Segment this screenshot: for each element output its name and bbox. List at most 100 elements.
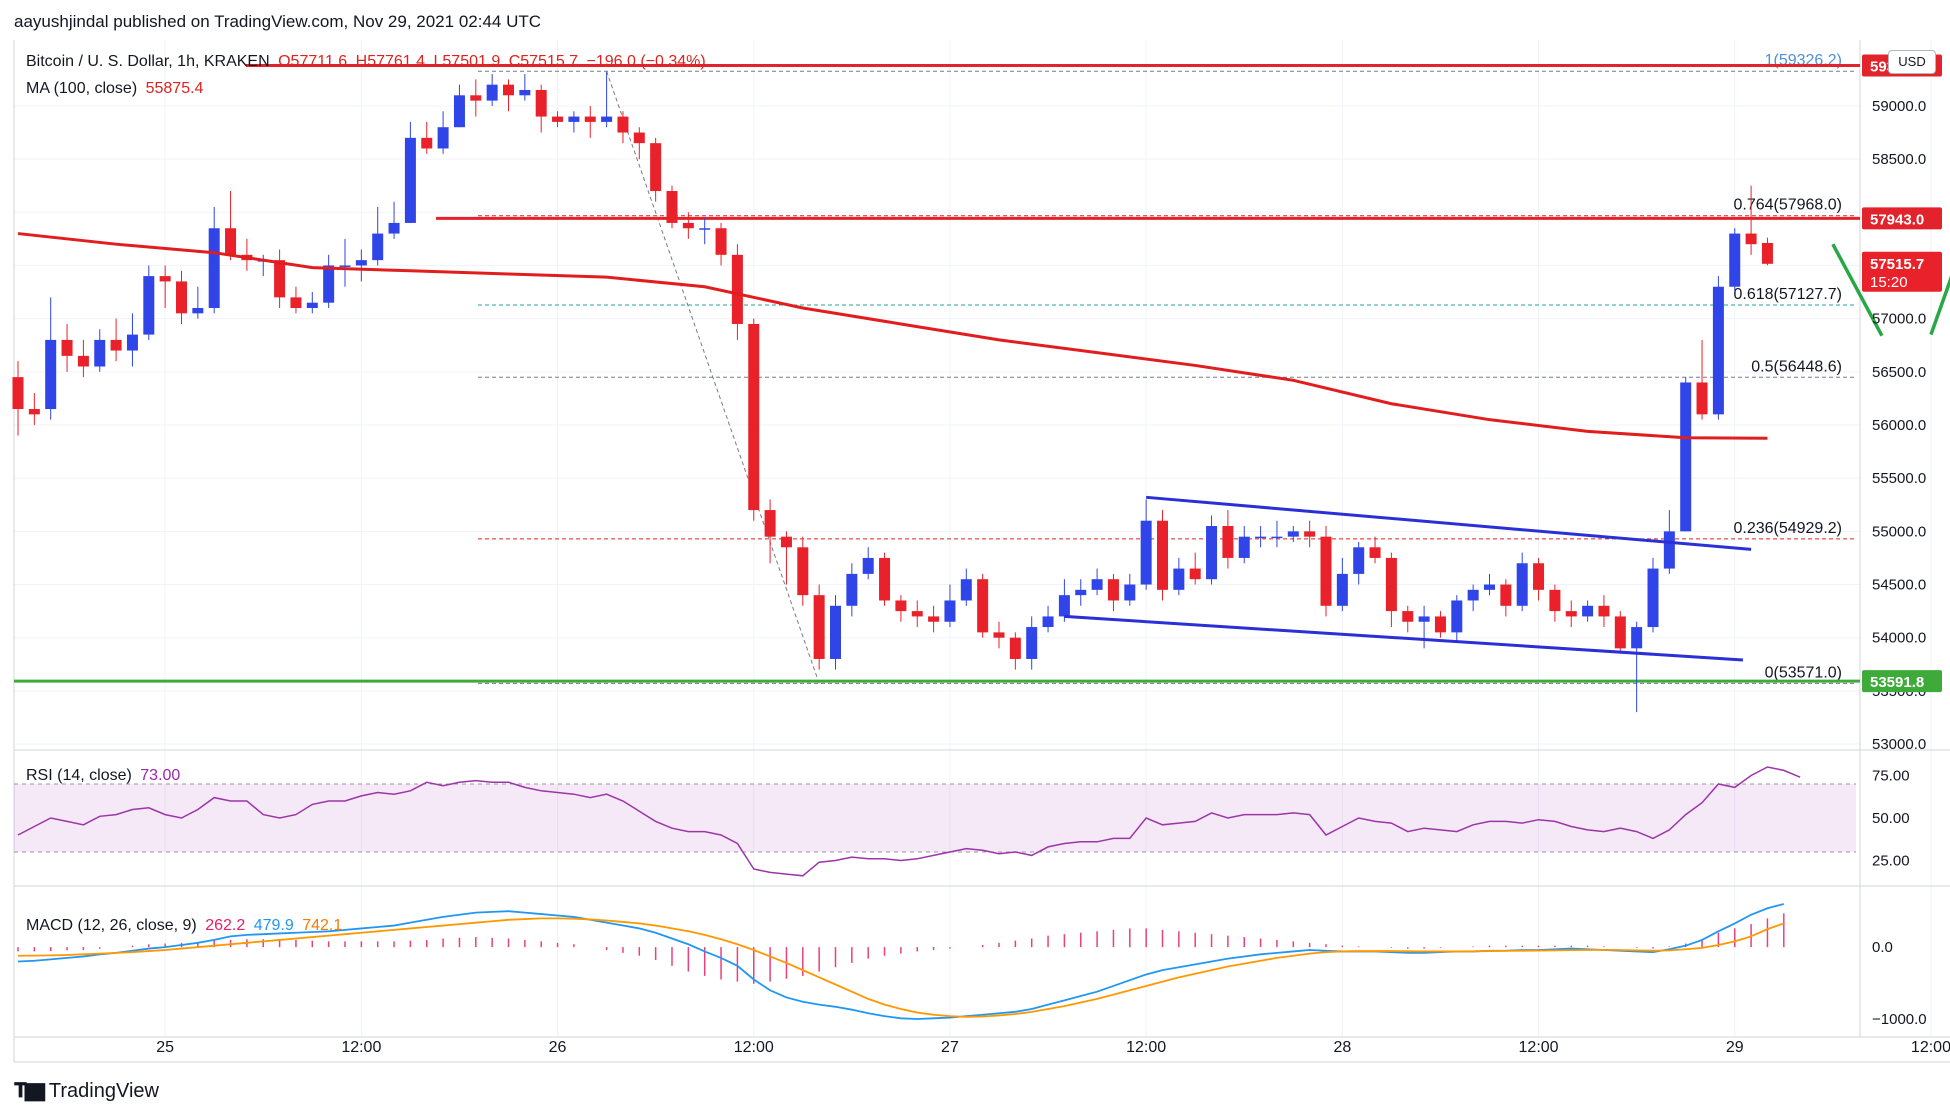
price-tick-label: 56000.0 bbox=[1872, 417, 1926, 434]
candle-body bbox=[519, 89, 531, 96]
candle-body bbox=[159, 276, 171, 282]
candle-body bbox=[1107, 579, 1119, 601]
candle-body bbox=[1680, 382, 1692, 532]
price-tag-box bbox=[1862, 251, 1942, 292]
low-value: L57501.9 bbox=[433, 53, 501, 70]
candle-body bbox=[633, 132, 645, 144]
candle-body bbox=[1402, 611, 1414, 622]
candle-body bbox=[1484, 584, 1495, 590]
currency-button[interactable]: USD bbox=[1888, 50, 1936, 74]
candle-body bbox=[1418, 616, 1430, 622]
candle-body bbox=[650, 143, 662, 192]
candle-body bbox=[797, 547, 809, 596]
candle-body bbox=[421, 137, 433, 149]
candle-body bbox=[1598, 605, 1610, 617]
brand-text: TradingView bbox=[48, 1080, 159, 1102]
channel-upper-line bbox=[1146, 495, 1752, 551]
candle-body bbox=[486, 84, 498, 101]
channel-lower-line bbox=[1064, 614, 1744, 662]
candle-body bbox=[748, 323, 760, 511]
candle-body bbox=[1516, 563, 1528, 606]
rsi-band bbox=[14, 784, 1856, 852]
candle-body bbox=[666, 191, 678, 223]
candle-body bbox=[1533, 563, 1545, 590]
candle-body bbox=[1614, 616, 1626, 649]
rsi-tick-label: 50.00 bbox=[1872, 810, 1910, 827]
rsi-value: 73.00 bbox=[140, 767, 181, 784]
candle-body bbox=[1009, 637, 1021, 659]
candle-body bbox=[208, 228, 220, 309]
trend-drawings[interactable] bbox=[1064, 151, 1950, 662]
candle-body bbox=[339, 265, 351, 267]
signal-value: 742.1 bbox=[302, 917, 343, 934]
price-tag-box bbox=[1862, 207, 1942, 230]
price-tag-countdown: 15:20 bbox=[1870, 274, 1908, 291]
candle-body bbox=[846, 573, 858, 606]
candle-body bbox=[780, 536, 792, 548]
attribution-text: aayushjindal published on TradingView.co… bbox=[14, 12, 542, 31]
time-tick-label: 27 bbox=[941, 1039, 959, 1056]
candle-body bbox=[535, 89, 547, 117]
ohlc-legend: Bitcoin / U. S. Dollar, 1h, KRAKEN O5771… bbox=[26, 53, 706, 71]
candle-body bbox=[715, 228, 727, 255]
time-tick-label: 28 bbox=[1333, 1039, 1351, 1056]
macd-hist-value: 262.2 bbox=[205, 917, 246, 934]
candle-body bbox=[813, 595, 825, 659]
candle-body bbox=[1500, 584, 1512, 606]
time-tick-label: 12:00 bbox=[1519, 1039, 1559, 1056]
macd-pane: 0.0 −1000.0 bbox=[17, 903, 1927, 1028]
candle-body bbox=[879, 557, 891, 601]
moving-average-series bbox=[17, 232, 1768, 440]
price-tag-box bbox=[1862, 670, 1942, 693]
candle-body bbox=[699, 228, 711, 230]
price-tick-label: 56500.0 bbox=[1872, 364, 1926, 381]
candle-body bbox=[1189, 568, 1201, 580]
tradingview-logo[interactable]: 𝐓▇ TradingView bbox=[14, 1080, 159, 1103]
candle-body bbox=[404, 137, 416, 223]
candle-body bbox=[453, 95, 465, 128]
candle-body bbox=[306, 302, 318, 309]
candle-body bbox=[323, 265, 335, 303]
candle-body bbox=[1631, 627, 1643, 649]
price-axis[interactable]: 53000.053500.054000.054500.055000.055500… bbox=[1872, 98, 1926, 753]
projection-down-line bbox=[1831, 243, 1884, 337]
rsi-label: RSI (14, close) bbox=[26, 767, 132, 784]
candle-body bbox=[1075, 589, 1087, 596]
rsi-tick-label: 75.00 bbox=[1872, 768, 1910, 785]
candle-body bbox=[1434, 616, 1446, 633]
price-tick-label: 59000.0 bbox=[1872, 98, 1926, 115]
ma-legend: MA (100, close) 55875.4 bbox=[26, 80, 203, 98]
rsi-line bbox=[17, 766, 1801, 877]
candle-body bbox=[1745, 233, 1757, 245]
candle-body bbox=[1042, 616, 1054, 628]
fib-level-label: 0.5(56448.6) bbox=[1751, 358, 1842, 375]
time-tick-label: 25 bbox=[156, 1039, 174, 1056]
macd-tick-label: 0.0 bbox=[1872, 939, 1893, 956]
tradingview-logo-icon: 𝐓▇ bbox=[14, 1080, 45, 1102]
macd-tick-label: −1000.0 bbox=[1872, 1011, 1927, 1028]
candle-body bbox=[552, 116, 564, 122]
candle-body bbox=[94, 339, 106, 367]
candlestick-series bbox=[12, 71, 1773, 713]
candle-body bbox=[1026, 627, 1038, 659]
horizontal-levels[interactable] bbox=[14, 64, 1860, 683]
candle-body bbox=[1385, 557, 1397, 612]
candle-body bbox=[1124, 584, 1136, 601]
candle-body bbox=[1761, 242, 1773, 264]
candle-body bbox=[584, 116, 596, 122]
candle-body bbox=[1336, 573, 1348, 606]
candle-body bbox=[126, 334, 138, 351]
candle-body bbox=[28, 409, 40, 415]
macd-value: 479.9 bbox=[253, 917, 294, 934]
candle-body bbox=[1467, 589, 1479, 601]
fib-level-label: 0.764(57968.0) bbox=[1733, 197, 1842, 214]
candle-body bbox=[977, 579, 989, 633]
candle-body bbox=[355, 260, 367, 266]
candle-body bbox=[1712, 286, 1724, 415]
candle-body bbox=[862, 557, 874, 574]
candle-body bbox=[568, 116, 580, 122]
candle-body bbox=[61, 339, 73, 356]
candle-body bbox=[1271, 536, 1283, 539]
